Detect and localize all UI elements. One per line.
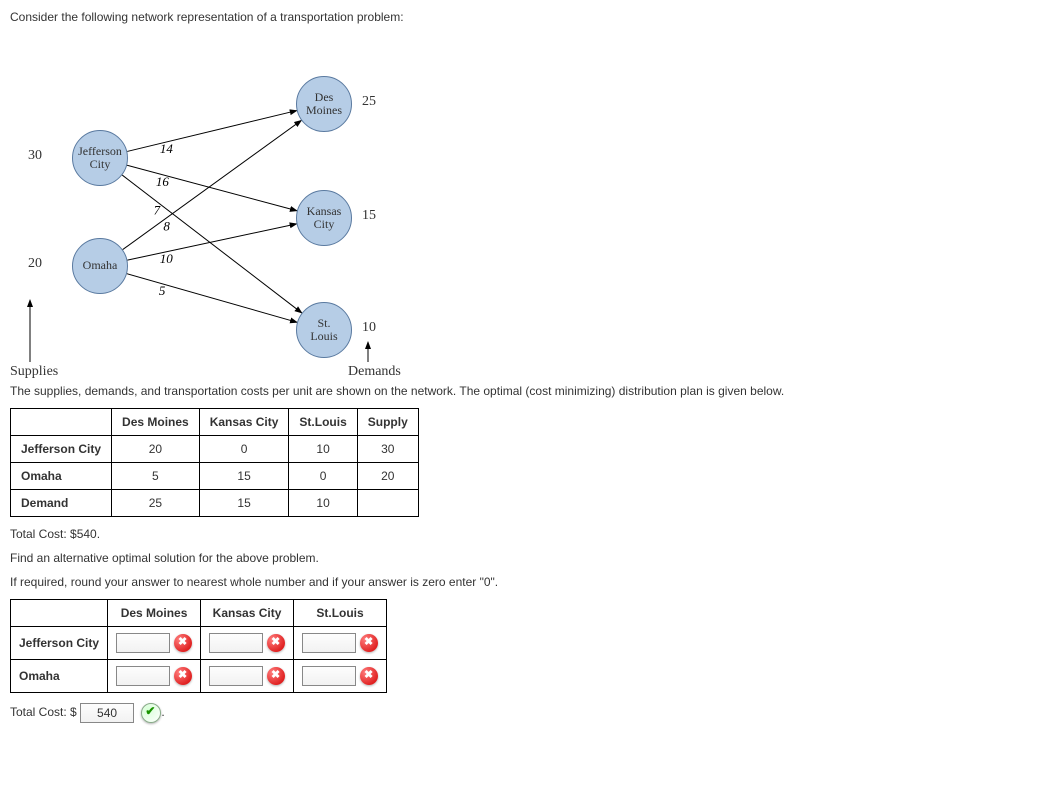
network-diagram: 14 16 78 10 5 JeffersonCity Omaha DesMoines Kan… xyxy=(10,34,430,374)
final-cost-input[interactable]: 540 xyxy=(80,703,134,723)
opt-cell: 15 xyxy=(199,463,289,490)
body-text: The supplies, demands, and transportatio… xyxy=(10,384,1030,398)
demand-sl: 10 xyxy=(362,320,376,336)
svg-text:7: 7 xyxy=(154,203,161,218)
wrong-icon xyxy=(360,667,378,685)
final-period: . xyxy=(161,705,164,719)
total-cost-text: Total Cost: $540. xyxy=(10,527,1030,541)
opt-col-head: Supply xyxy=(357,409,418,436)
ans-cell xyxy=(201,660,294,693)
intro-text: Consider the following network represent… xyxy=(10,10,1030,24)
opt-col-head: Des Moines xyxy=(112,409,200,436)
answer-input[interactable] xyxy=(116,633,170,653)
wrong-icon xyxy=(360,634,378,652)
svg-text:5: 5 xyxy=(159,283,166,298)
node-dm: DesMoines xyxy=(296,76,352,132)
node-kc: KansasCity xyxy=(296,190,352,246)
opt-cell: 0 xyxy=(289,463,357,490)
wrong-icon xyxy=(174,667,192,685)
supply-om: 20 xyxy=(28,256,42,272)
opt-cell: 20 xyxy=(112,436,200,463)
opt-cell: 20 xyxy=(357,463,418,490)
ans-row-head: Omaha xyxy=(11,660,108,693)
opt-cell: 25 xyxy=(112,490,200,517)
ans-cell xyxy=(294,627,387,660)
node-om: Omaha xyxy=(72,238,128,294)
answer-input[interactable] xyxy=(302,666,356,686)
supply-jc: 30 xyxy=(28,148,42,164)
opt-col-head: Kansas City xyxy=(199,409,289,436)
answer-input[interactable] xyxy=(302,633,356,653)
answer-input[interactable] xyxy=(116,666,170,686)
svg-text:8: 8 xyxy=(163,219,170,234)
opt-cell: 0 xyxy=(199,436,289,463)
node-jc: JeffersonCity xyxy=(72,130,128,186)
svg-text:10: 10 xyxy=(160,251,174,266)
demand-dm: 25 xyxy=(362,94,376,110)
ans-col-head: Kansas City xyxy=(201,600,294,627)
round-text: If required, round your answer to neares… xyxy=(10,575,1030,589)
ans-cell xyxy=(108,660,201,693)
opt-cell: 10 xyxy=(289,490,357,517)
demands-label: Demands xyxy=(348,364,401,380)
ans-cell xyxy=(108,627,201,660)
wrong-icon xyxy=(267,634,285,652)
wrong-icon xyxy=(174,634,192,652)
ans-cell xyxy=(294,660,387,693)
final-cost-line: Total Cost: $ 540 . xyxy=(10,703,1030,723)
right-icon xyxy=(141,703,161,723)
node-sl: St.Louis xyxy=(296,302,352,358)
opt-cell xyxy=(357,490,418,517)
opt-row-head: Omaha xyxy=(11,463,112,490)
wrong-icon xyxy=(267,667,285,685)
opt-cell: 15 xyxy=(199,490,289,517)
answer-input[interactable] xyxy=(209,633,263,653)
optimal-table: Des MoinesKansas CitySt.LouisSupply Jeff… xyxy=(10,408,419,517)
final-cost-label: Total Cost: $ xyxy=(10,705,77,719)
demand-kc: 15 xyxy=(362,208,376,224)
answer-input[interactable] xyxy=(209,666,263,686)
opt-row-head: Jefferson City xyxy=(11,436,112,463)
opt-cell: 10 xyxy=(289,436,357,463)
opt-cell: 30 xyxy=(357,436,418,463)
opt-row-head: Demand xyxy=(11,490,112,517)
ans-col-head: Des Moines xyxy=(108,600,201,627)
answer-table: Des MoinesKansas CitySt.Louis Jefferson … xyxy=(10,599,387,693)
svg-text:16: 16 xyxy=(156,174,170,189)
supplies-label: Supplies xyxy=(10,364,58,380)
ans-cell xyxy=(201,627,294,660)
find-text: Find an alternative optimal solution for… xyxy=(10,551,1030,565)
opt-col-head: St.Louis xyxy=(289,409,357,436)
ans-col-head: St.Louis xyxy=(294,600,387,627)
opt-cell: 5 xyxy=(112,463,200,490)
svg-text:14: 14 xyxy=(160,141,174,156)
ans-row-head: Jefferson City xyxy=(11,627,108,660)
